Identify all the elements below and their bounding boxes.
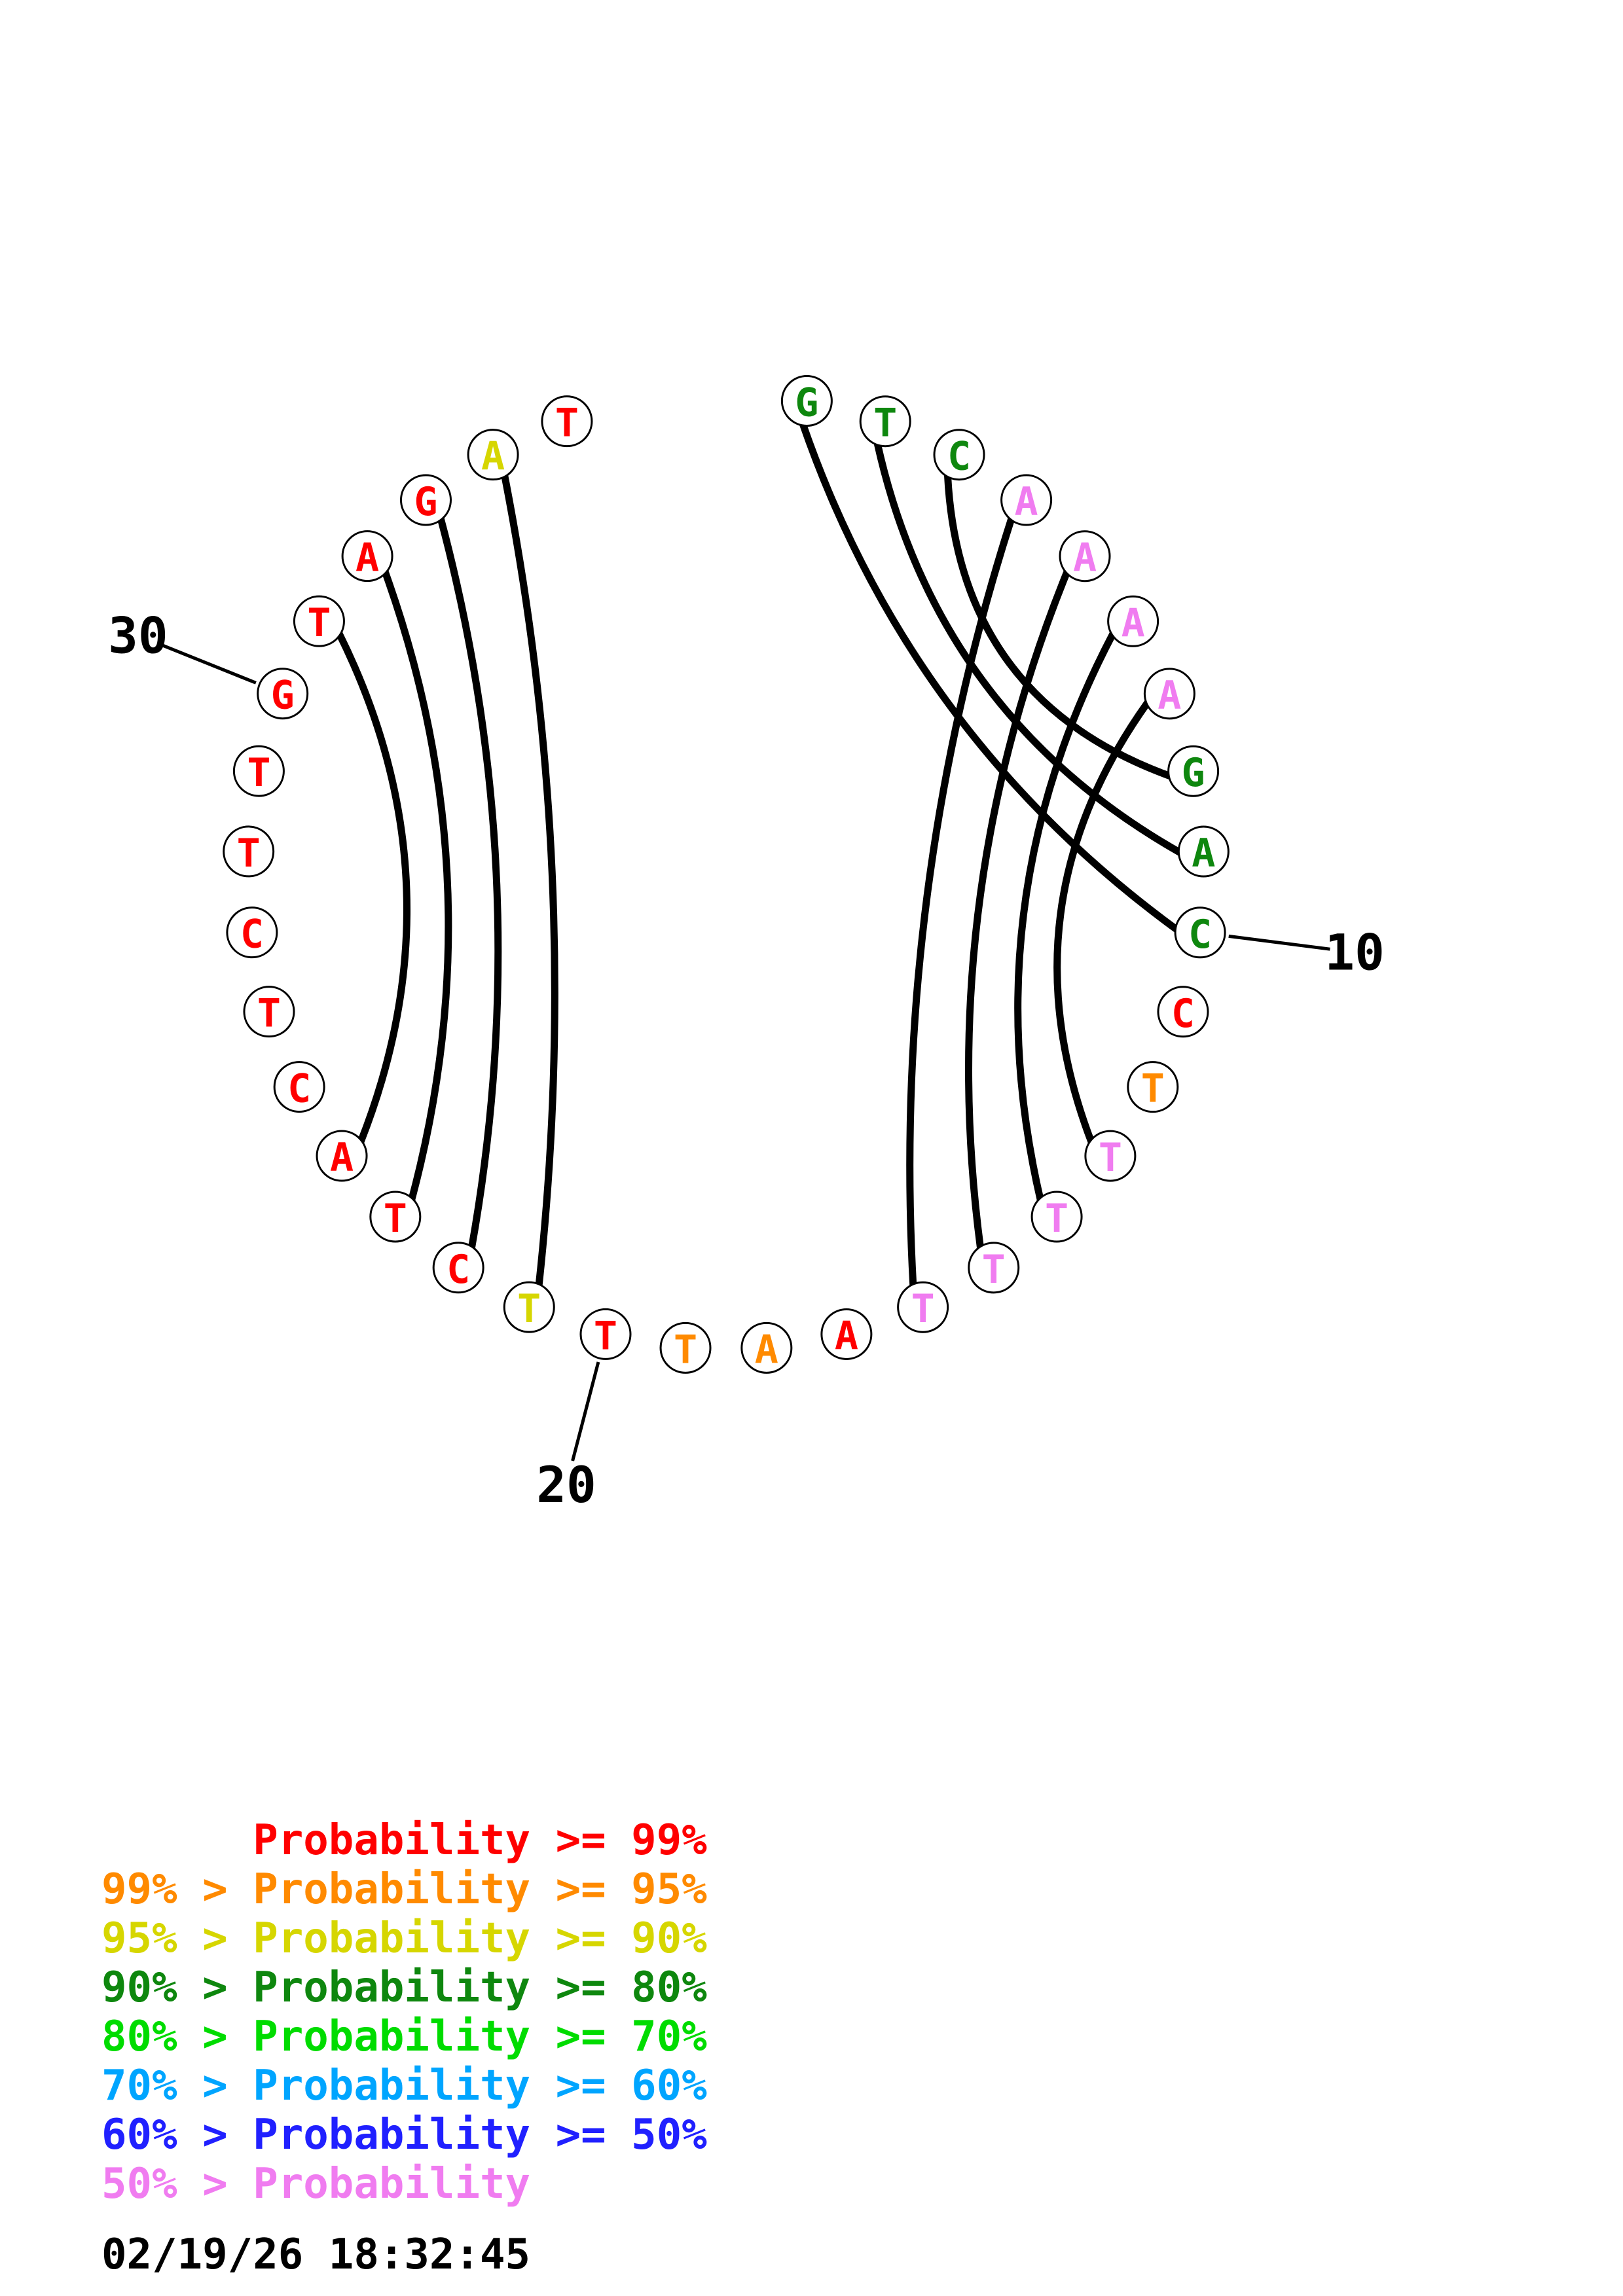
basepair-arc-7-13	[1053, 698, 1152, 1146]
legend-line-3: 90% > Probability >= 80%	[101, 1964, 707, 2012]
nucleotide-circle-29	[232, 745, 285, 797]
position-label-30: 30	[108, 606, 168, 664]
nucleotide-14-T: T	[1045, 1196, 1068, 1242]
nucleotide-21-T: T	[517, 1286, 541, 1332]
position-label-10: 10	[1324, 923, 1385, 981]
nucleotide-24-A: A	[330, 1135, 354, 1181]
nucleotide-23-T: T	[384, 1196, 407, 1242]
legend: Probability >= 99% 99% > Probability >= 9…	[101, 1816, 707, 2209]
nucleotide-circle-25	[273, 1061, 325, 1113]
nucleotide-circle-11	[1157, 986, 1209, 1038]
nucleotide-circle-4	[1000, 474, 1053, 526]
nucleotide-4-A: A	[1015, 479, 1038, 525]
nucleotide-circle-6	[1107, 595, 1159, 647]
nucleotide-28-T: T	[237, 831, 261, 876]
nucleotide-25-C: C	[287, 1066, 311, 1112]
basepair-arc-22-33	[437, 514, 502, 1252]
legend-line-1: 99% > Probability >= 95%	[101, 1865, 707, 1914]
basepair-arc-24-31	[335, 630, 410, 1146]
nucleotide-circle-13	[1084, 1130, 1137, 1182]
nucleotide-circle-24	[316, 1130, 368, 1182]
nucleotide-7-A: A	[1158, 673, 1181, 719]
nucleotide-17-A: A	[835, 1313, 858, 1359]
nucleotide-circle-14	[1030, 1191, 1083, 1243]
position-label-line-30	[160, 643, 257, 685]
basepair-arc-6-14	[1014, 630, 1117, 1204]
basepair-arc-2-9	[873, 440, 1184, 857]
nucleotide-circle-3	[933, 429, 985, 481]
nucleotide-13-T: T	[1099, 1135, 1122, 1181]
nucleotide-circle-17	[820, 1308, 873, 1360]
nucleotide-circle-16	[897, 1281, 949, 1333]
nucleotide-19-T: T	[674, 1327, 697, 1372]
nucleotide-33-G: G	[414, 479, 437, 525]
position-label-line-20	[571, 1361, 600, 1462]
basepair-arc-5-15	[965, 568, 1071, 1252]
nucleotide-circle-34	[467, 429, 519, 481]
basepair-arc-23-32	[381, 567, 452, 1204]
nucleotide-circle-10	[1174, 906, 1226, 959]
nucleotide-30-G: G	[271, 673, 295, 719]
legend-line-5: 70% > Probability >= 60%	[101, 2062, 707, 2110]
nucleotide-31-T: T	[307, 600, 331, 646]
nucleotide-circle-23	[369, 1191, 422, 1243]
nucleotide-10-C: C	[1188, 912, 1212, 958]
position-label-line-10	[1228, 934, 1330, 951]
nucleotide-circle-2	[859, 395, 911, 448]
nucleotide-22-C: C	[447, 1247, 470, 1293]
legend-line-7: 50% > Probability	[101, 2160, 531, 2208]
nucleotide-18-A: A	[755, 1327, 778, 1372]
nucleotide-circle-8	[1167, 745, 1220, 797]
nucleotide-5-A: A	[1073, 535, 1097, 581]
nucleotide-circle-31	[293, 595, 345, 647]
nucleotide-2-T: T	[873, 401, 897, 446]
legend-line-0: Probability >= 99%	[101, 1816, 707, 1865]
legend-line-4: 80% > Probability >= 70%	[101, 2013, 707, 2061]
nucleotide-circle-15	[968, 1242, 1020, 1294]
nucleotide-34-A: A	[481, 434, 505, 480]
nucleotide-circle-26	[243, 986, 295, 1038]
position-label-20: 20	[536, 1456, 596, 1514]
nucleotide-32-A: A	[356, 535, 379, 581]
nucleotide-20-T: T	[594, 1313, 617, 1359]
nucleotide-6-A: A	[1122, 600, 1145, 646]
nucleotide-circle-27	[226, 906, 278, 959]
nucleotide-12-T: T	[1141, 1066, 1165, 1112]
nucleotide-16-T: T	[911, 1286, 935, 1332]
nucleotide-circle-35	[541, 395, 593, 448]
nucleotide-circle-28	[223, 825, 275, 878]
timestamp: 02/19/26 18:32:45	[101, 2231, 531, 2279]
nucleotide-circle-33	[399, 474, 452, 526]
nucleotide-9-A: A	[1192, 831, 1215, 876]
basepair-arc-21-34	[501, 471, 558, 1289]
legend-line-2: 95% > Probability >= 90%	[101, 1914, 707, 1963]
nucleotide-1-G: G	[795, 380, 818, 426]
nucleotide-15-T: T	[982, 1247, 1006, 1293]
nucleotide-3-C: C	[947, 434, 971, 480]
nucleotide-circle-12	[1127, 1061, 1179, 1113]
basepair-arc-4-16	[906, 514, 1015, 1289]
nucleotide-11-C: C	[1171, 991, 1195, 1037]
nucleotide-circle-5	[1059, 530, 1111, 583]
nucleotide-27-C: C	[240, 912, 264, 958]
nucleotide-circle-30	[257, 668, 309, 720]
legend-line-6: 60% > Probability >= 50%	[101, 2111, 707, 2159]
nucleotide-circle-22	[432, 1242, 484, 1294]
basepair-arc-1-10	[799, 420, 1180, 933]
nucleotide-8-G: G	[1182, 750, 1205, 796]
nucleotide-circle-9	[1177, 825, 1230, 878]
nucleotide-circle-1	[780, 375, 833, 427]
nucleotide-circle-21	[503, 1281, 555, 1333]
nucleotide-circle-18	[740, 1321, 793, 1374]
nucleotide-29-T: T	[247, 750, 270, 796]
nucleotide-circle-7	[1143, 668, 1195, 720]
nucleotide-circle-32	[341, 530, 393, 583]
nucleotide-circle-19	[659, 1321, 712, 1374]
nucleotide-35-T: T	[555, 401, 579, 446]
nucleotide-circle-20	[579, 1308, 632, 1360]
nucleotide-26-T: T	[257, 991, 281, 1037]
